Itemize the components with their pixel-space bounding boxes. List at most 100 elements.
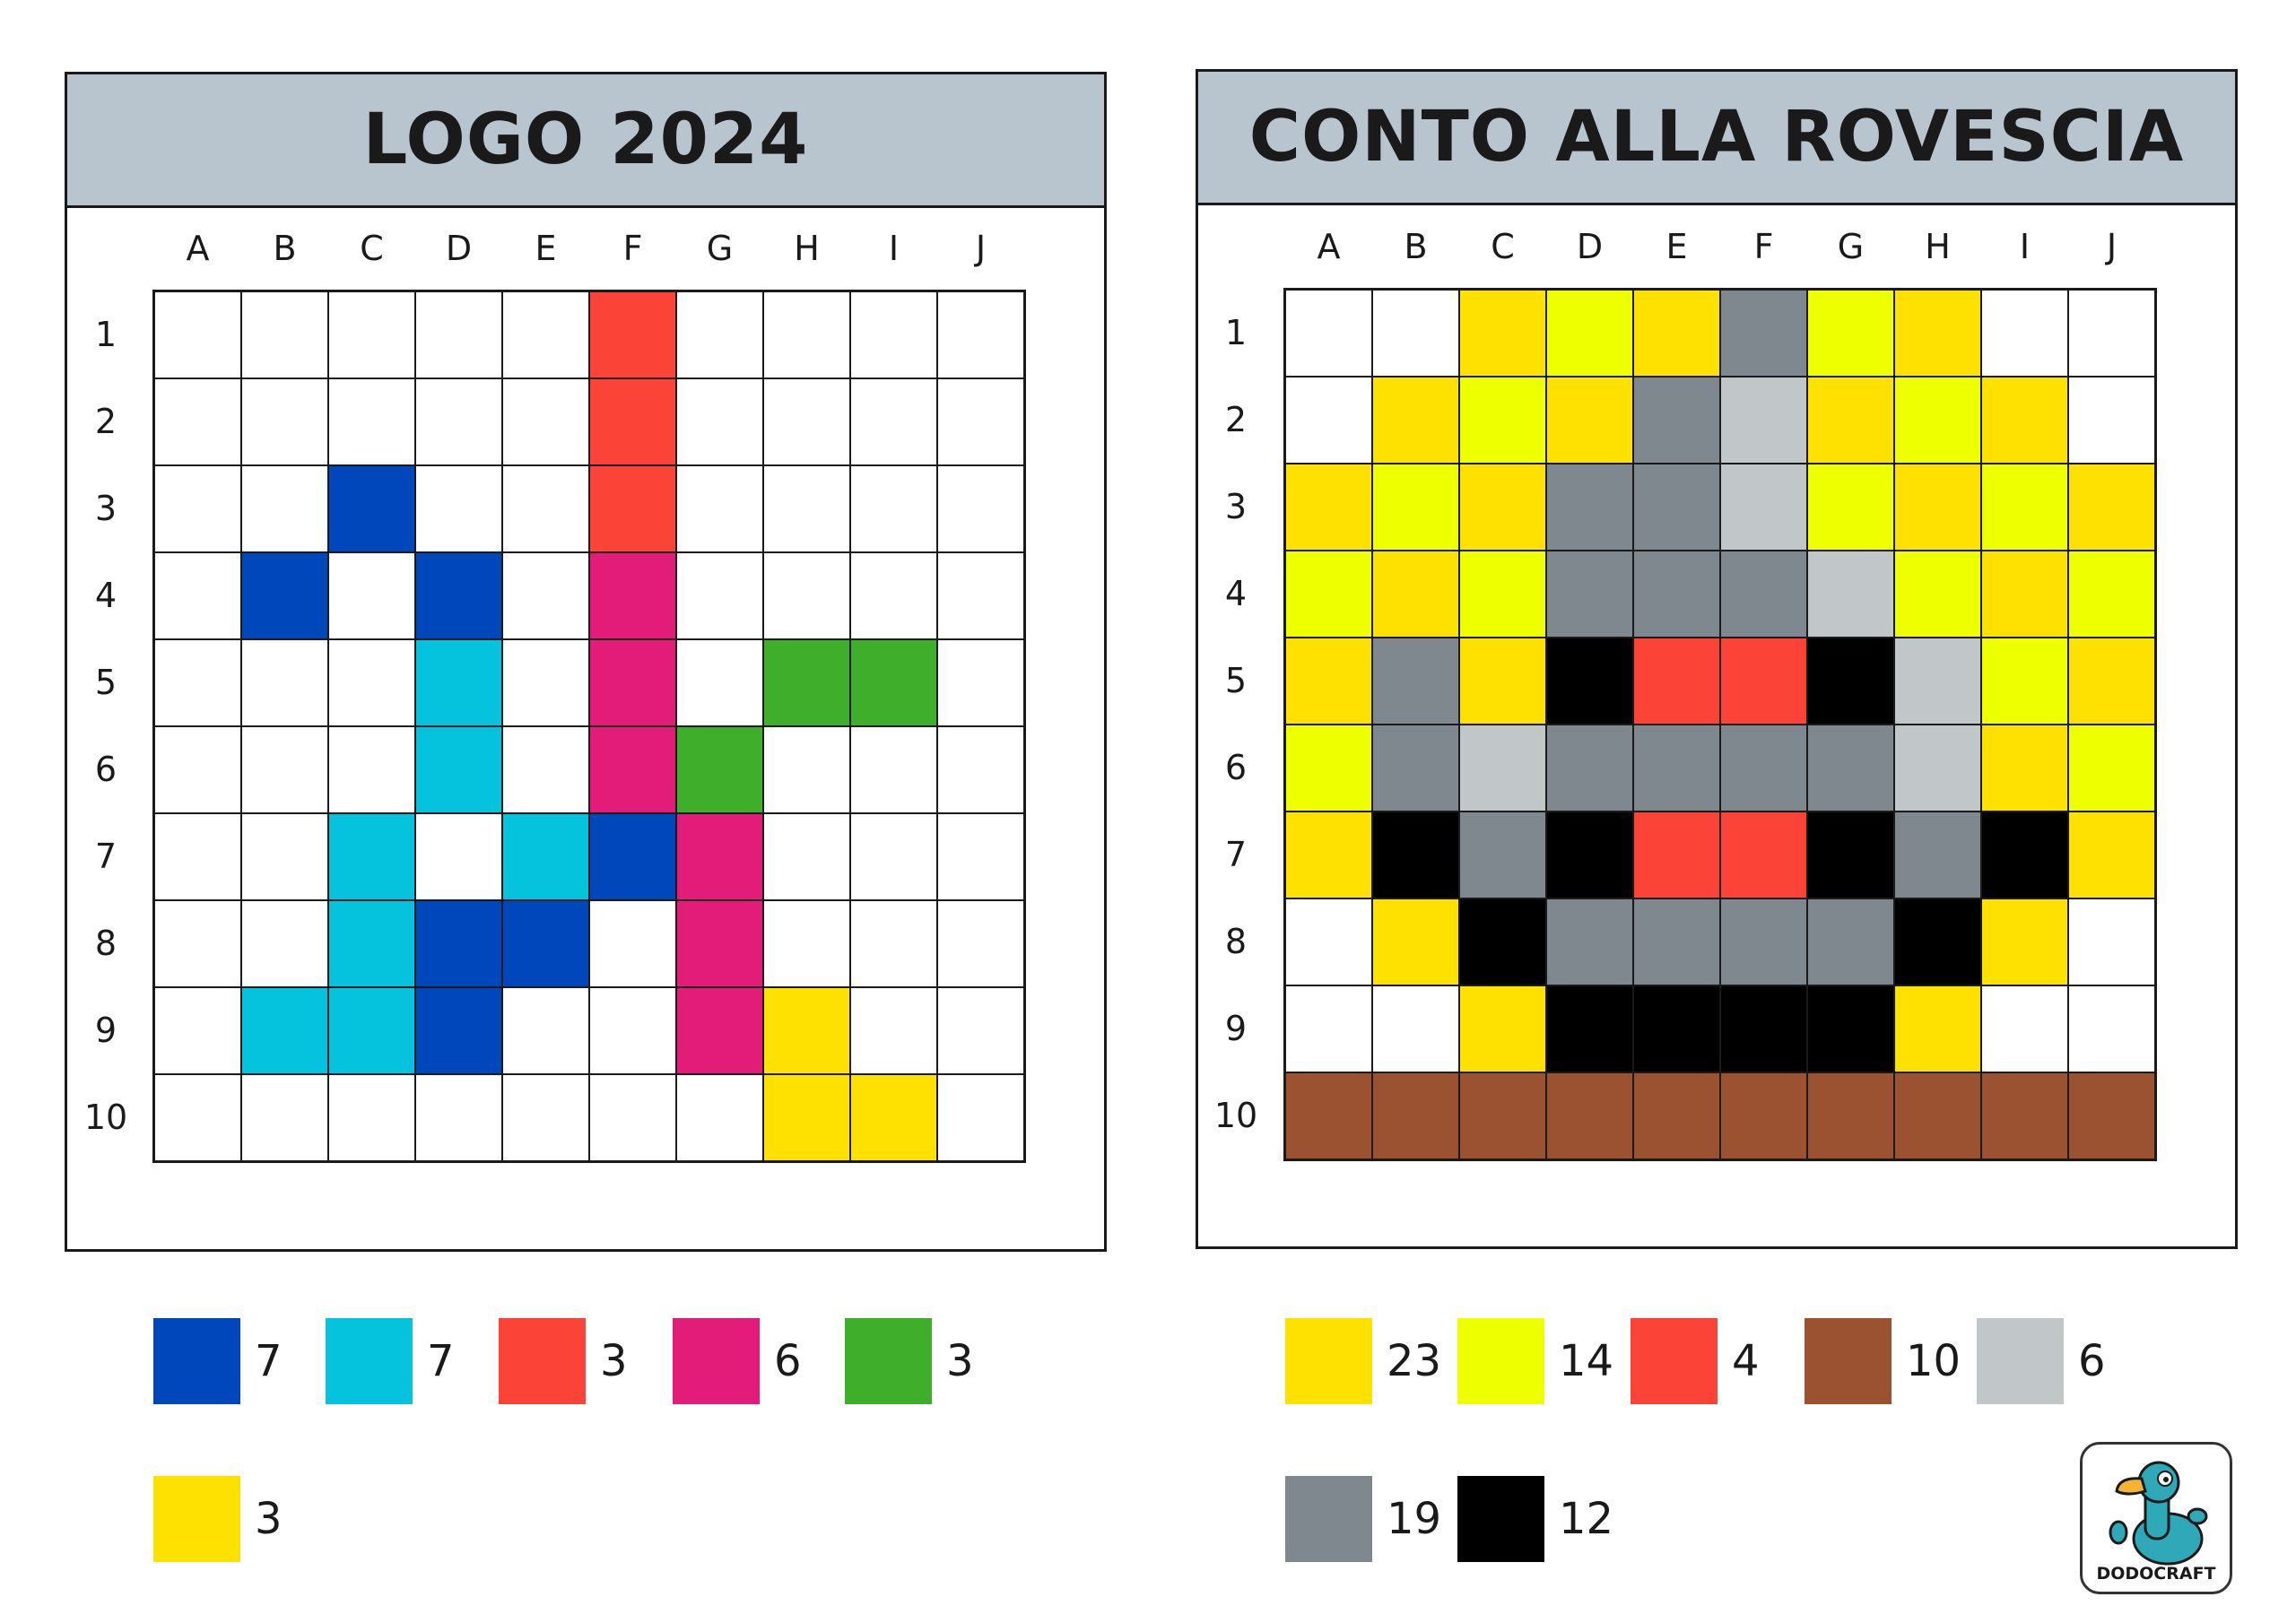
grid-cell-J6[interactable] — [937, 726, 1024, 813]
grid-cell-E6[interactable] — [502, 726, 589, 813]
grid-cell-H6[interactable] — [1894, 725, 1981, 812]
grid-cell-D3[interactable] — [1546, 464, 1633, 551]
grid-cell-A5[interactable] — [154, 639, 241, 726]
grid-cell-I2[interactable] — [850, 378, 937, 465]
grid-cell-I8[interactable] — [850, 900, 937, 987]
grid-cell-D8[interactable] — [415, 900, 502, 987]
grid-cell-H8[interactable] — [1894, 898, 1981, 985]
grid-cell-B9[interactable] — [241, 987, 328, 1074]
grid-cell-C9[interactable] — [1459, 985, 1546, 1072]
grid-cell-H2[interactable] — [763, 378, 850, 465]
grid-cell-D7[interactable] — [415, 813, 502, 900]
grid-cell-C9[interactable] — [328, 987, 415, 1074]
grid-cell-F5[interactable] — [1720, 638, 1807, 725]
grid-cell-F4[interactable] — [1720, 551, 1807, 638]
grid-cell-J2[interactable] — [937, 378, 1024, 465]
grid-cell-I1[interactable] — [850, 291, 937, 378]
grid-cell-B7[interactable] — [1372, 812, 1459, 898]
grid-cell-I5[interactable] — [1981, 638, 2068, 725]
grid-cell-J9[interactable] — [2068, 985, 2155, 1072]
grid-cell-D9[interactable] — [1546, 985, 1633, 1072]
grid-cell-E8[interactable] — [1633, 898, 1720, 985]
grid-cell-A3[interactable] — [154, 465, 241, 552]
grid-cell-H8[interactable] — [763, 900, 850, 987]
grid-cell-J10[interactable] — [2068, 1072, 2155, 1159]
grid-cell-G7[interactable] — [1807, 812, 1894, 898]
grid-cell-G10[interactable] — [1807, 1072, 1894, 1159]
grid-cell-G1[interactable] — [1807, 290, 1894, 377]
grid-cell-G5[interactable] — [1807, 638, 1894, 725]
grid-cell-A4[interactable] — [154, 552, 241, 639]
grid-cell-E9[interactable] — [502, 987, 589, 1074]
grid-cell-E4[interactable] — [1633, 551, 1720, 638]
grid-cell-I9[interactable] — [850, 987, 937, 1074]
grid-cell-H4[interactable] — [763, 552, 850, 639]
grid-cell-A6[interactable] — [1285, 725, 1372, 812]
grid-cell-F9[interactable] — [1720, 985, 1807, 1072]
grid-cell-I7[interactable] — [1981, 812, 2068, 898]
grid-cell-A7[interactable] — [154, 813, 241, 900]
grid-cell-H1[interactable] — [1894, 290, 1981, 377]
grid-cell-F2[interactable] — [589, 378, 676, 465]
grid-cell-E1[interactable] — [502, 291, 589, 378]
grid-cell-F7[interactable] — [589, 813, 676, 900]
grid-cell-B8[interactable] — [1372, 898, 1459, 985]
grid-cell-F1[interactable] — [1720, 290, 1807, 377]
grid-cell-I2[interactable] — [1981, 377, 2068, 464]
grid-cell-E8[interactable] — [502, 900, 589, 987]
grid-cell-D6[interactable] — [1546, 725, 1633, 812]
grid-cell-H5[interactable] — [763, 639, 850, 726]
grid-cell-D5[interactable] — [1546, 638, 1633, 725]
grid-cell-A7[interactable] — [1285, 812, 1372, 898]
grid-cell-F1[interactable] — [589, 291, 676, 378]
grid-cell-C1[interactable] — [1459, 290, 1546, 377]
grid-cell-D6[interactable] — [415, 726, 502, 813]
grid-cell-G1[interactable] — [676, 291, 763, 378]
grid-cell-E7[interactable] — [1633, 812, 1720, 898]
grid-cell-H10[interactable] — [1894, 1072, 1981, 1159]
grid-cell-E9[interactable] — [1633, 985, 1720, 1072]
grid-cell-H2[interactable] — [1894, 377, 1981, 464]
grid-cell-J4[interactable] — [2068, 551, 2155, 638]
grid-cell-C3[interactable] — [1459, 464, 1546, 551]
grid-cell-I3[interactable] — [850, 465, 937, 552]
grid-cell-J7[interactable] — [937, 813, 1024, 900]
grid-cell-H9[interactable] — [1894, 985, 1981, 1072]
grid-cell-C3[interactable] — [328, 465, 415, 552]
grid-cell-A8[interactable] — [1285, 898, 1372, 985]
grid-cell-I10[interactable] — [850, 1074, 937, 1161]
grid-cell-G2[interactable] — [676, 378, 763, 465]
grid-cell-D9[interactable] — [415, 987, 502, 1074]
grid-cell-F3[interactable] — [589, 465, 676, 552]
grid-cell-E5[interactable] — [1633, 638, 1720, 725]
grid-cell-J6[interactable] — [2068, 725, 2155, 812]
grid-cell-G9[interactable] — [676, 987, 763, 1074]
grid-cell-F10[interactable] — [589, 1074, 676, 1161]
grid-cell-C8[interactable] — [1459, 898, 1546, 985]
grid-cell-J1[interactable] — [937, 291, 1024, 378]
grid-cell-I6[interactable] — [850, 726, 937, 813]
grid-cell-F7[interactable] — [1720, 812, 1807, 898]
grid-cell-G2[interactable] — [1807, 377, 1894, 464]
grid-cell-H1[interactable] — [763, 291, 850, 378]
grid-cell-C7[interactable] — [328, 813, 415, 900]
grid-cell-E10[interactable] — [1633, 1072, 1720, 1159]
grid-cell-C7[interactable] — [1459, 812, 1546, 898]
grid-cell-C2[interactable] — [1459, 377, 1546, 464]
grid-cell-A8[interactable] — [154, 900, 241, 987]
grid-cell-H4[interactable] — [1894, 551, 1981, 638]
grid-cell-A3[interactable] — [1285, 464, 1372, 551]
grid-cell-J3[interactable] — [937, 465, 1024, 552]
grid-cell-A6[interactable] — [154, 726, 241, 813]
grid-cell-G9[interactable] — [1807, 985, 1894, 1072]
grid-cell-E3[interactable] — [502, 465, 589, 552]
grid-cell-I5[interactable] — [850, 639, 937, 726]
grid-cell-B6[interactable] — [1372, 725, 1459, 812]
grid-cell-F6[interactable] — [589, 726, 676, 813]
grid-cell-F2[interactable] — [1720, 377, 1807, 464]
grid-cell-E2[interactable] — [1633, 377, 1720, 464]
grid-cell-D8[interactable] — [1546, 898, 1633, 985]
grid-cell-G3[interactable] — [676, 465, 763, 552]
grid-cell-F6[interactable] — [1720, 725, 1807, 812]
grid-cell-D2[interactable] — [1546, 377, 1633, 464]
